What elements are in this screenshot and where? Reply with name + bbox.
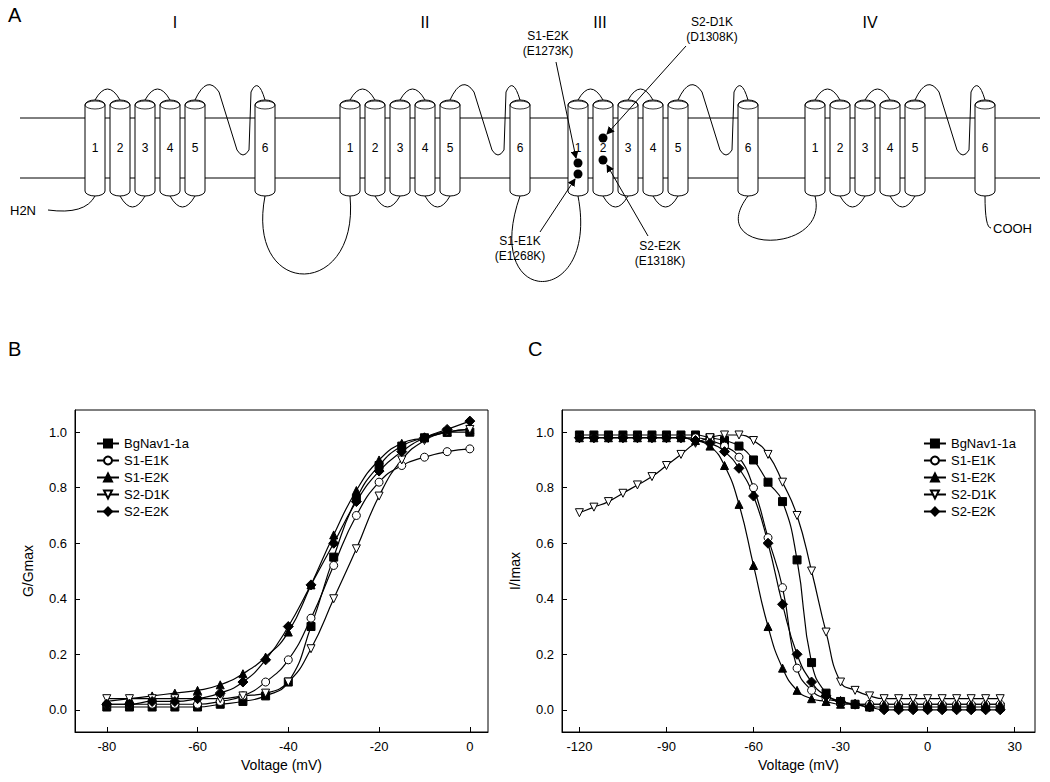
svg-text:-60: -60 bbox=[188, 739, 207, 754]
svg-text:S1-E1K: S1-E1K bbox=[951, 453, 996, 468]
svg-text:(E1318K): (E1318K) bbox=[635, 254, 686, 268]
svg-text:II: II bbox=[421, 14, 430, 31]
svg-text:4: 4 bbox=[167, 141, 174, 155]
svg-text:5: 5 bbox=[192, 141, 199, 155]
svg-text:S1-E2K: S1-E2K bbox=[527, 29, 568, 43]
svg-text:A: A bbox=[8, 4, 22, 26]
svg-text:6: 6 bbox=[262, 141, 269, 155]
svg-text:-20: -20 bbox=[370, 739, 389, 754]
svg-text:0.4: 0.4 bbox=[49, 591, 67, 606]
svg-text:S2-E2K: S2-E2K bbox=[124, 504, 169, 519]
svg-text:3: 3 bbox=[142, 141, 149, 155]
svg-text:2: 2 bbox=[372, 141, 379, 155]
svg-text:3: 3 bbox=[862, 141, 869, 155]
svg-text:-60: -60 bbox=[744, 739, 763, 754]
svg-text:6: 6 bbox=[517, 141, 524, 155]
svg-text:1: 1 bbox=[347, 141, 354, 155]
svg-text:1.0: 1.0 bbox=[49, 425, 67, 440]
svg-text:S1-E2K: S1-E2K bbox=[124, 470, 169, 485]
svg-text:4: 4 bbox=[650, 141, 657, 155]
svg-text:S1-E1K: S1-E1K bbox=[499, 234, 540, 248]
svg-text:S2-D1K: S2-D1K bbox=[124, 487, 170, 502]
svg-text:5: 5 bbox=[675, 141, 682, 155]
svg-text:BgNav1-1a: BgNav1-1a bbox=[124, 436, 190, 451]
svg-text:30: 30 bbox=[1007, 739, 1021, 754]
svg-text:-30: -30 bbox=[831, 739, 850, 754]
svg-text:Voltage (mV): Voltage (mV) bbox=[758, 757, 839, 773]
svg-text:0.0: 0.0 bbox=[49, 702, 67, 717]
svg-text:1: 1 bbox=[812, 141, 819, 155]
svg-text:(E1273K): (E1273K) bbox=[523, 44, 574, 58]
svg-text:5: 5 bbox=[447, 141, 454, 155]
svg-text:4: 4 bbox=[887, 141, 894, 155]
svg-text:3: 3 bbox=[397, 141, 404, 155]
svg-text:2: 2 bbox=[600, 141, 607, 155]
svg-text:S2-E2K: S2-E2K bbox=[951, 504, 996, 519]
svg-text:C: C bbox=[528, 338, 542, 360]
svg-text:S2-E2K: S2-E2K bbox=[639, 239, 680, 253]
svg-text:-120: -120 bbox=[566, 739, 592, 754]
svg-text:5: 5 bbox=[912, 141, 919, 155]
svg-text:0.0: 0.0 bbox=[536, 702, 554, 717]
svg-text:B: B bbox=[8, 338, 21, 360]
svg-text:0: 0 bbox=[924, 739, 931, 754]
svg-text:0.4: 0.4 bbox=[536, 591, 554, 606]
svg-text:1: 1 bbox=[92, 141, 99, 155]
svg-text:6: 6 bbox=[982, 141, 989, 155]
svg-text:I/Imax: I/Imax bbox=[507, 552, 523, 590]
svg-text:I: I bbox=[173, 14, 177, 31]
svg-text:-90: -90 bbox=[657, 739, 676, 754]
svg-text:0.2: 0.2 bbox=[49, 647, 67, 662]
svg-text:COOH: COOH bbox=[993, 221, 1032, 236]
svg-text:(D1308K): (D1308K) bbox=[686, 30, 737, 44]
svg-text:S2-D1K: S2-D1K bbox=[951, 487, 997, 502]
svg-text:6: 6 bbox=[745, 141, 752, 155]
svg-text:1: 1 bbox=[575, 141, 582, 155]
svg-text:IV: IV bbox=[862, 14, 877, 31]
svg-text:1.0: 1.0 bbox=[536, 425, 554, 440]
svg-text:S1-E1K: S1-E1K bbox=[124, 453, 169, 468]
svg-text:0.8: 0.8 bbox=[49, 480, 67, 495]
svg-text:2: 2 bbox=[837, 141, 844, 155]
svg-text:0.8: 0.8 bbox=[536, 480, 554, 495]
svg-text:III: III bbox=[593, 14, 606, 31]
svg-text:S1-E2K: S1-E2K bbox=[951, 470, 996, 485]
svg-text:BgNav1-1a: BgNav1-1a bbox=[951, 436, 1017, 451]
svg-text:0.2: 0.2 bbox=[536, 647, 554, 662]
svg-text:H2N: H2N bbox=[10, 203, 36, 218]
svg-text:G/Gmax: G/Gmax bbox=[20, 545, 36, 597]
svg-text:2: 2 bbox=[117, 141, 124, 155]
svg-text:4: 4 bbox=[422, 141, 429, 155]
svg-text:0.6: 0.6 bbox=[536, 536, 554, 551]
svg-text:-40: -40 bbox=[279, 739, 298, 754]
svg-text:Voltage (mV): Voltage (mV) bbox=[241, 757, 322, 773]
svg-text:(E1268K): (E1268K) bbox=[495, 249, 546, 263]
svg-text:S2-D1K: S2-D1K bbox=[691, 15, 733, 29]
svg-text:0: 0 bbox=[466, 739, 473, 754]
svg-text:3: 3 bbox=[625, 141, 632, 155]
svg-text:-80: -80 bbox=[97, 739, 116, 754]
svg-text:0.6: 0.6 bbox=[49, 536, 67, 551]
